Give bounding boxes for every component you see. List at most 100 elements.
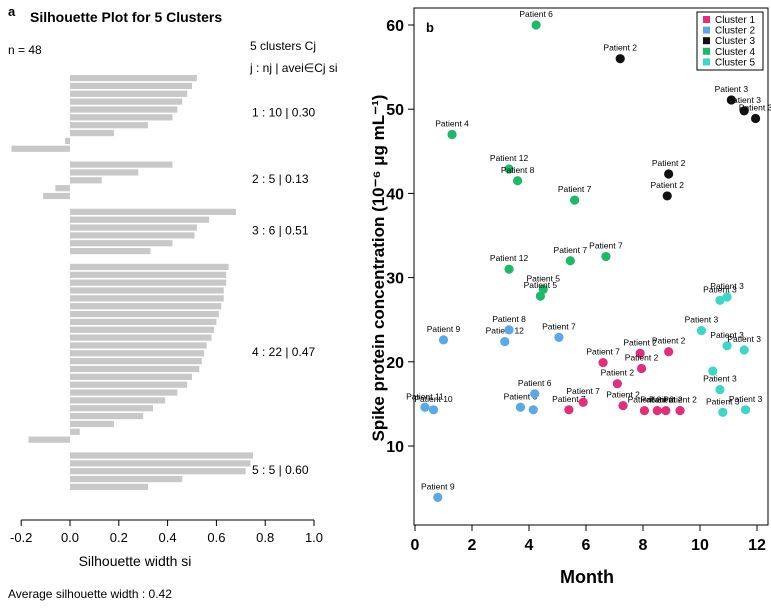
point-marker xyxy=(636,363,647,374)
data-point-cluster-1: Patient 2 xyxy=(628,395,661,416)
x-tick-label: 2 xyxy=(468,537,477,554)
data-point-cluster-2: Patient 6 xyxy=(504,391,538,412)
point-marker xyxy=(664,169,674,179)
x-tick-label: 10 xyxy=(691,537,709,554)
point-marker xyxy=(438,335,449,345)
data-point-cluster-4: Patient 7 xyxy=(558,184,592,205)
legend-label: Cluster 4 xyxy=(715,47,755,58)
silhouette-bar xyxy=(70,248,151,255)
point-marker xyxy=(715,295,725,305)
point-label: Patient 7 xyxy=(558,184,592,194)
x-tick-label: 0.0 xyxy=(61,530,79,545)
point-marker xyxy=(598,358,608,368)
silhouette-x-label: Silhouette width si xyxy=(79,553,192,569)
point-marker xyxy=(618,400,628,411)
point-label: Patient 2 xyxy=(623,337,657,347)
silhouette-bar xyxy=(70,114,173,121)
legend-swatch xyxy=(703,37,710,45)
point-marker xyxy=(428,405,439,415)
data-point-cluster-1: Patient 7 xyxy=(586,347,620,368)
data-point-cluster-1: Patient 7 xyxy=(566,386,600,407)
point-label: Patient 7 xyxy=(554,245,588,255)
point-marker xyxy=(535,291,546,301)
silhouette-bar xyxy=(70,381,188,388)
silhouette-bar xyxy=(70,483,149,490)
cluster-summary-label: 4 : 22 | 0.47 xyxy=(252,345,315,359)
data-point-cluster-5: Patient 3 xyxy=(727,334,761,355)
point-label: Patient 3 xyxy=(706,396,740,406)
data-point-cluster-1: Patient 2 xyxy=(625,353,659,374)
legend-label: Cluster 5 xyxy=(715,57,755,68)
data-point-cluster-4: Patient 8 xyxy=(501,165,535,186)
data-point-cluster-1: Patient 2 xyxy=(640,395,674,416)
point-label: Patient 7 xyxy=(586,347,620,357)
point-marker xyxy=(615,54,625,64)
point-label: Patient 12 xyxy=(490,253,529,263)
data-point-cluster-5: Patient 3 xyxy=(685,315,718,336)
silhouette-bar xyxy=(70,358,202,365)
point-marker xyxy=(715,384,725,395)
data-point-cluster-2: Patient 6 xyxy=(518,378,552,399)
data-point-cluster-2 xyxy=(528,405,538,415)
legend-swatch xyxy=(703,26,710,34)
data-point-cluster-5: Patient 3 xyxy=(710,330,744,351)
data-point-cluster-3: Patient 2 xyxy=(652,158,686,179)
y-tick-label: 40 xyxy=(386,186,404,203)
point-label: Patient 9 xyxy=(421,481,455,491)
silhouette-bar xyxy=(70,452,253,459)
silhouette-bar xyxy=(70,310,219,318)
silhouette-bar xyxy=(70,240,173,247)
cluster-summary-labels: 1 : 10 | 0.30 2 : 5 | 0.13 3 : 6 | 0.51 4 :… xyxy=(252,105,315,477)
point-marker xyxy=(639,406,650,416)
silhouette-bar xyxy=(70,342,207,349)
silhouette-bar xyxy=(70,397,166,404)
point-marker xyxy=(741,405,751,415)
point-marker xyxy=(718,407,728,417)
point-marker xyxy=(635,348,645,358)
point-label: Patient 2 xyxy=(606,390,640,400)
data-point-cluster-1: Patient 2 xyxy=(601,368,634,389)
point-label: Patient 6 xyxy=(504,391,538,401)
cluster-summary-label: 2 : 5 | 0.13 xyxy=(252,172,309,186)
point-marker xyxy=(661,406,671,416)
x-tick-label: 0.6 xyxy=(207,530,225,545)
point-marker xyxy=(696,326,707,336)
point-label: Patient 5 xyxy=(524,280,558,290)
silhouette-plot: a Silhouette Plot for 5 Clusters n = 48 … xyxy=(8,4,338,601)
scatter-x-label: Month xyxy=(560,567,614,587)
silhouette-bar xyxy=(70,389,178,396)
scatter-y-label: Spike protein concentration (10⁻⁶ μg mL⁻… xyxy=(369,95,388,442)
point-label: Patient 7 xyxy=(542,321,576,331)
point-label: Patient 6 xyxy=(519,9,553,19)
data-point-cluster-3: Patient 3 xyxy=(715,84,749,105)
point-label: Patient 2 xyxy=(625,353,659,363)
point-marker xyxy=(664,347,674,357)
point-label: Patient 3 xyxy=(727,334,761,344)
point-marker xyxy=(447,129,457,140)
silhouette-bar xyxy=(70,318,217,325)
silhouette-bar xyxy=(70,420,114,428)
point-label: Patient 3 xyxy=(739,102,771,112)
data-point-cluster-1: Patient 7 xyxy=(552,394,586,415)
point-label: Patient 5 xyxy=(526,273,560,283)
data-point-cluster-5: Patient 3 xyxy=(729,394,763,415)
data-point-cluster-3: Patient 3 xyxy=(739,102,771,124)
silhouette-bar xyxy=(70,106,178,113)
data-point-cluster-4: Patient 6 xyxy=(519,9,553,30)
data-point-cluster-1: Patient 2 xyxy=(652,336,686,357)
point-label: Patient 2 xyxy=(649,395,683,405)
point-label: Patient 3 xyxy=(729,394,763,404)
x-tick-label: 1.0 xyxy=(305,530,323,545)
legend-label: Cluster 3 xyxy=(715,36,755,47)
clusters-subheader: j : nj | avei∈Cj si xyxy=(249,61,338,75)
point-label: Patient 3 xyxy=(715,84,749,94)
point-label: Patient 11 xyxy=(406,391,444,401)
x-tick-label: 8 xyxy=(639,537,648,554)
point-label: Patient 3 xyxy=(710,330,744,340)
data-point-cluster-4: Patient 12 xyxy=(490,253,529,274)
point-marker xyxy=(513,176,523,186)
data-point-cluster-1: Patient 2 xyxy=(663,395,697,416)
panel-b-label: b xyxy=(426,20,434,35)
